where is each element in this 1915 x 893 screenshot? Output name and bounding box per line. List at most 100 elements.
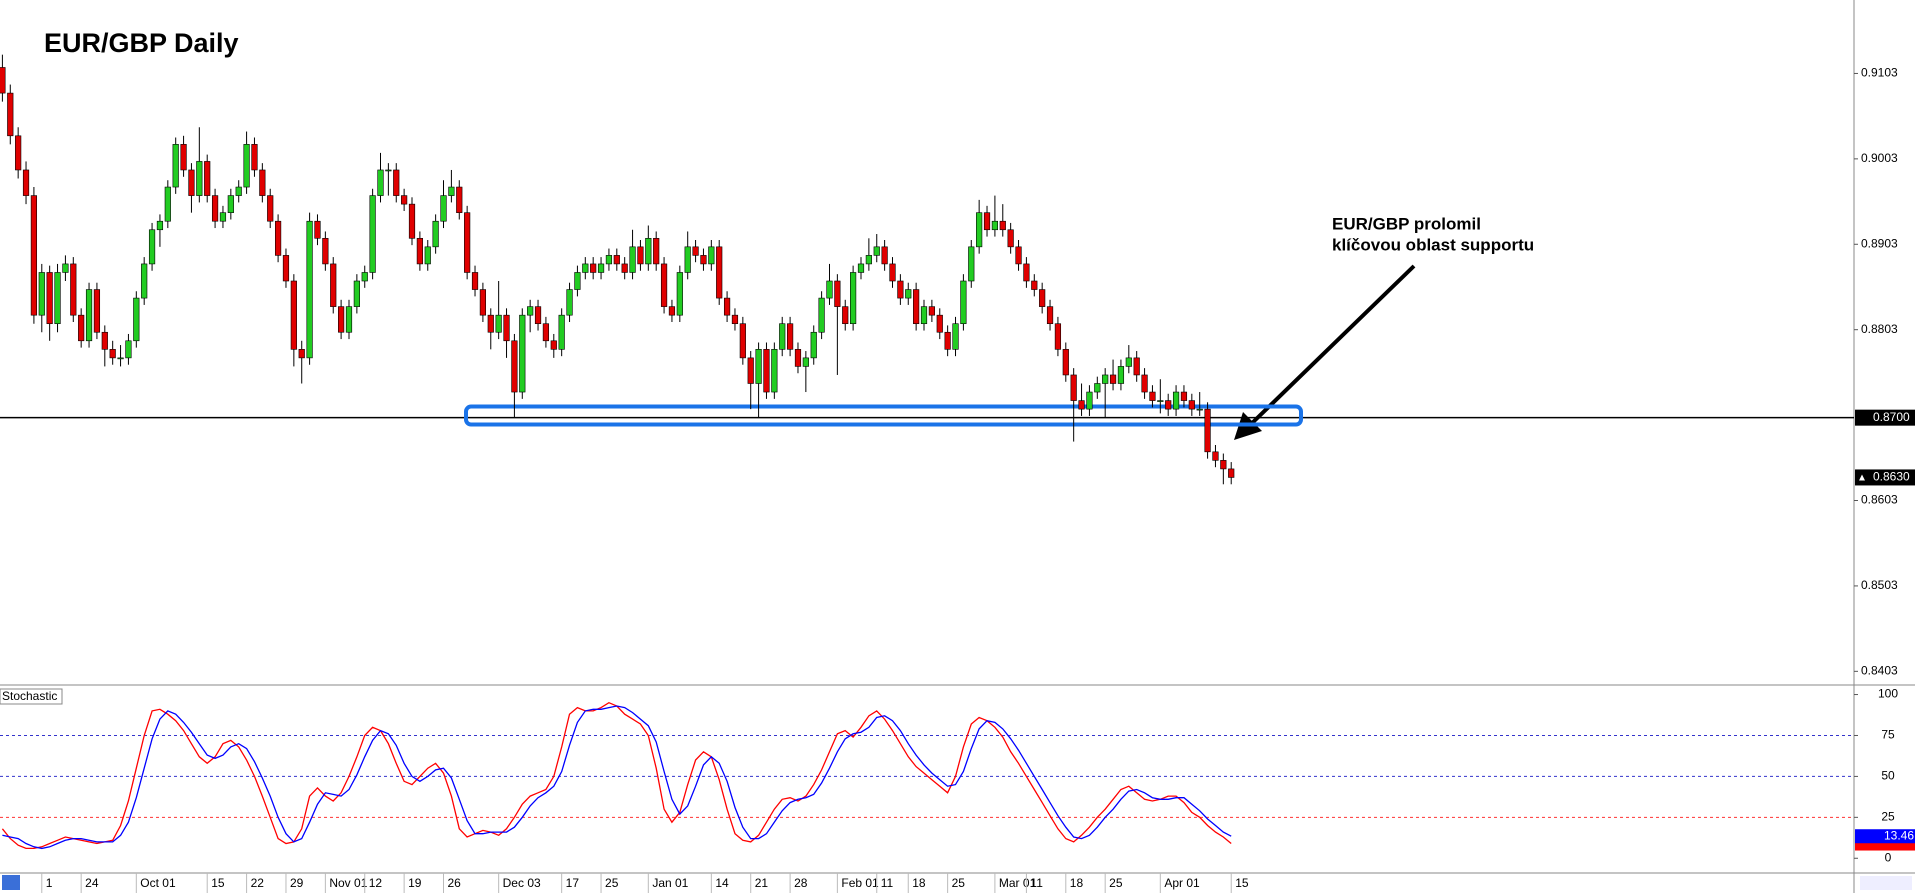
candle-body xyxy=(156,220,164,231)
candle-body xyxy=(172,144,179,188)
candle-body xyxy=(495,314,502,333)
candle-body xyxy=(668,306,676,316)
candle-body xyxy=(204,161,211,196)
pane-label-box xyxy=(0,688,63,705)
candle-body xyxy=(542,323,550,342)
candle-body xyxy=(731,314,739,325)
candle-body xyxy=(196,161,203,196)
candle-body xyxy=(637,246,644,265)
candle-body xyxy=(590,263,597,273)
candle-body xyxy=(1109,374,1117,384)
candle-body xyxy=(401,195,408,205)
candle-body xyxy=(424,246,431,265)
arrow-shaft xyxy=(1246,264,1416,429)
candle-body xyxy=(1125,357,1132,367)
candle-body xyxy=(1220,460,1227,470)
candle-body xyxy=(826,280,833,299)
candle-body xyxy=(408,203,416,239)
candle-body xyxy=(857,263,865,273)
x-tick-label: 11 xyxy=(1030,876,1043,890)
candle-body xyxy=(1196,408,1203,411)
candle-body xyxy=(1039,289,1046,307)
candle-body xyxy=(936,314,943,333)
candle-body xyxy=(125,340,132,359)
candle-body xyxy=(976,212,983,248)
candle-body xyxy=(834,280,841,307)
candle-body xyxy=(1212,451,1219,461)
candle-body xyxy=(1102,374,1109,384)
candle-body xyxy=(109,349,116,359)
annotation: klíčovou oblast supportu xyxy=(1332,235,1534,254)
x-tick-label: 17 xyxy=(566,876,580,890)
x-tick-label: 19 xyxy=(408,876,422,890)
y-tick-label: 75 xyxy=(1881,728,1895,742)
x-tick-label: Mar 01 xyxy=(999,876,1037,890)
candle-body xyxy=(968,246,975,282)
candle-body xyxy=(322,237,329,265)
candle-body xyxy=(700,255,707,265)
candle-body xyxy=(842,306,849,325)
candle-body xyxy=(920,306,928,325)
candle-body xyxy=(306,220,313,359)
candle-body xyxy=(1149,391,1156,401)
x-tick-label: 21 xyxy=(755,876,769,890)
candle-body xyxy=(960,280,967,325)
candle-body xyxy=(1133,357,1140,376)
y-tick-label: 0 xyxy=(1885,850,1892,864)
candle-body xyxy=(133,297,140,342)
y-tick-label: 25 xyxy=(1881,810,1895,824)
price-label: 0.8700 xyxy=(1873,410,1910,424)
candle-body xyxy=(582,263,589,273)
candle-body xyxy=(274,220,282,256)
x-tick-label: 18 xyxy=(1070,876,1084,890)
candle-body xyxy=(889,263,896,282)
menu-icon[interactable] xyxy=(2,875,20,890)
candle-body xyxy=(999,220,1006,231)
candle-body xyxy=(345,306,353,333)
candle-body xyxy=(905,289,912,299)
x-tick-label: 28 xyxy=(794,876,808,890)
candle-body xyxy=(527,306,534,316)
candle-body xyxy=(1180,391,1188,401)
candle-body xyxy=(597,263,605,273)
candle-body xyxy=(1188,400,1195,410)
candle-body xyxy=(755,349,762,384)
candle-body xyxy=(1117,366,1125,384)
candle-body xyxy=(747,357,754,384)
candle-body xyxy=(243,144,250,188)
candle-body xyxy=(479,289,486,316)
toolbar-icons[interactable] xyxy=(1860,876,1912,890)
candle-body xyxy=(0,67,6,94)
candle-body xyxy=(1086,391,1093,410)
x-tick-label: Oct 01 xyxy=(140,876,176,890)
y-tick-label: 100 xyxy=(1878,687,1898,701)
y-tick-label: 0.8903 xyxy=(1861,236,1898,250)
candle-body xyxy=(259,169,266,196)
candle-body xyxy=(70,263,77,316)
candle-body xyxy=(164,186,171,222)
candle-body xyxy=(873,246,880,256)
candle-body xyxy=(369,195,376,273)
candle-body xyxy=(1094,383,1101,393)
x-tick-label: Nov 01 xyxy=(329,876,367,890)
candle-body xyxy=(290,280,297,350)
candle-body xyxy=(361,272,368,282)
x-tick-label: 11 xyxy=(881,876,894,890)
candle-body xyxy=(1141,374,1148,393)
x-tick-label: 25 xyxy=(1109,876,1123,890)
candle-body xyxy=(267,195,274,222)
candle-body xyxy=(653,237,660,265)
annotation: EUR/GBP prolomil xyxy=(1332,214,1481,233)
last-price-box xyxy=(1855,469,1915,486)
candle-body xyxy=(519,314,526,393)
candle-body xyxy=(881,246,888,265)
candle-body xyxy=(393,169,400,196)
candle-body xyxy=(991,220,999,231)
candle-body xyxy=(802,357,809,367)
y-tick-label: 0.9103 xyxy=(1861,66,1898,80)
candle-body xyxy=(188,169,195,196)
y-tick-label: 0.8603 xyxy=(1861,493,1898,507)
last-price-label: 0.8630 xyxy=(1873,470,1910,484)
candle-body xyxy=(385,169,392,172)
